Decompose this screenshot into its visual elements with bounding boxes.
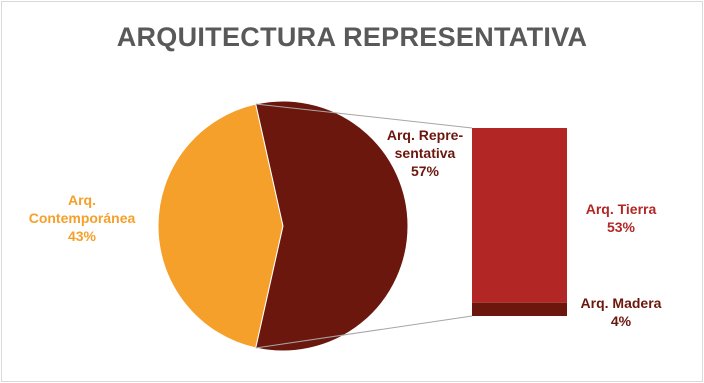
connector-line-bottom [255, 315, 473, 349]
chart-title: ARQUITECTURA REPRESENTATIVA [116, 22, 588, 52]
pie-slice-representativa [255, 100, 409, 352]
data-label-contemporanea: Arq. Contemporánea 43% [28, 192, 136, 244]
data-label-tierra: Arq. Tierra 53% [585, 201, 657, 235]
data-label-madera: Arq. Madera 4% [580, 295, 662, 329]
data-label-representativa: Arq. Repre-sentativa 57% [386, 127, 464, 179]
bar-segment-madera [472, 302, 567, 316]
connector-line-top [255, 103, 473, 129]
pie-slice-contemporanea [157, 103, 284, 349]
bar-segment-tierra [472, 128, 567, 303]
